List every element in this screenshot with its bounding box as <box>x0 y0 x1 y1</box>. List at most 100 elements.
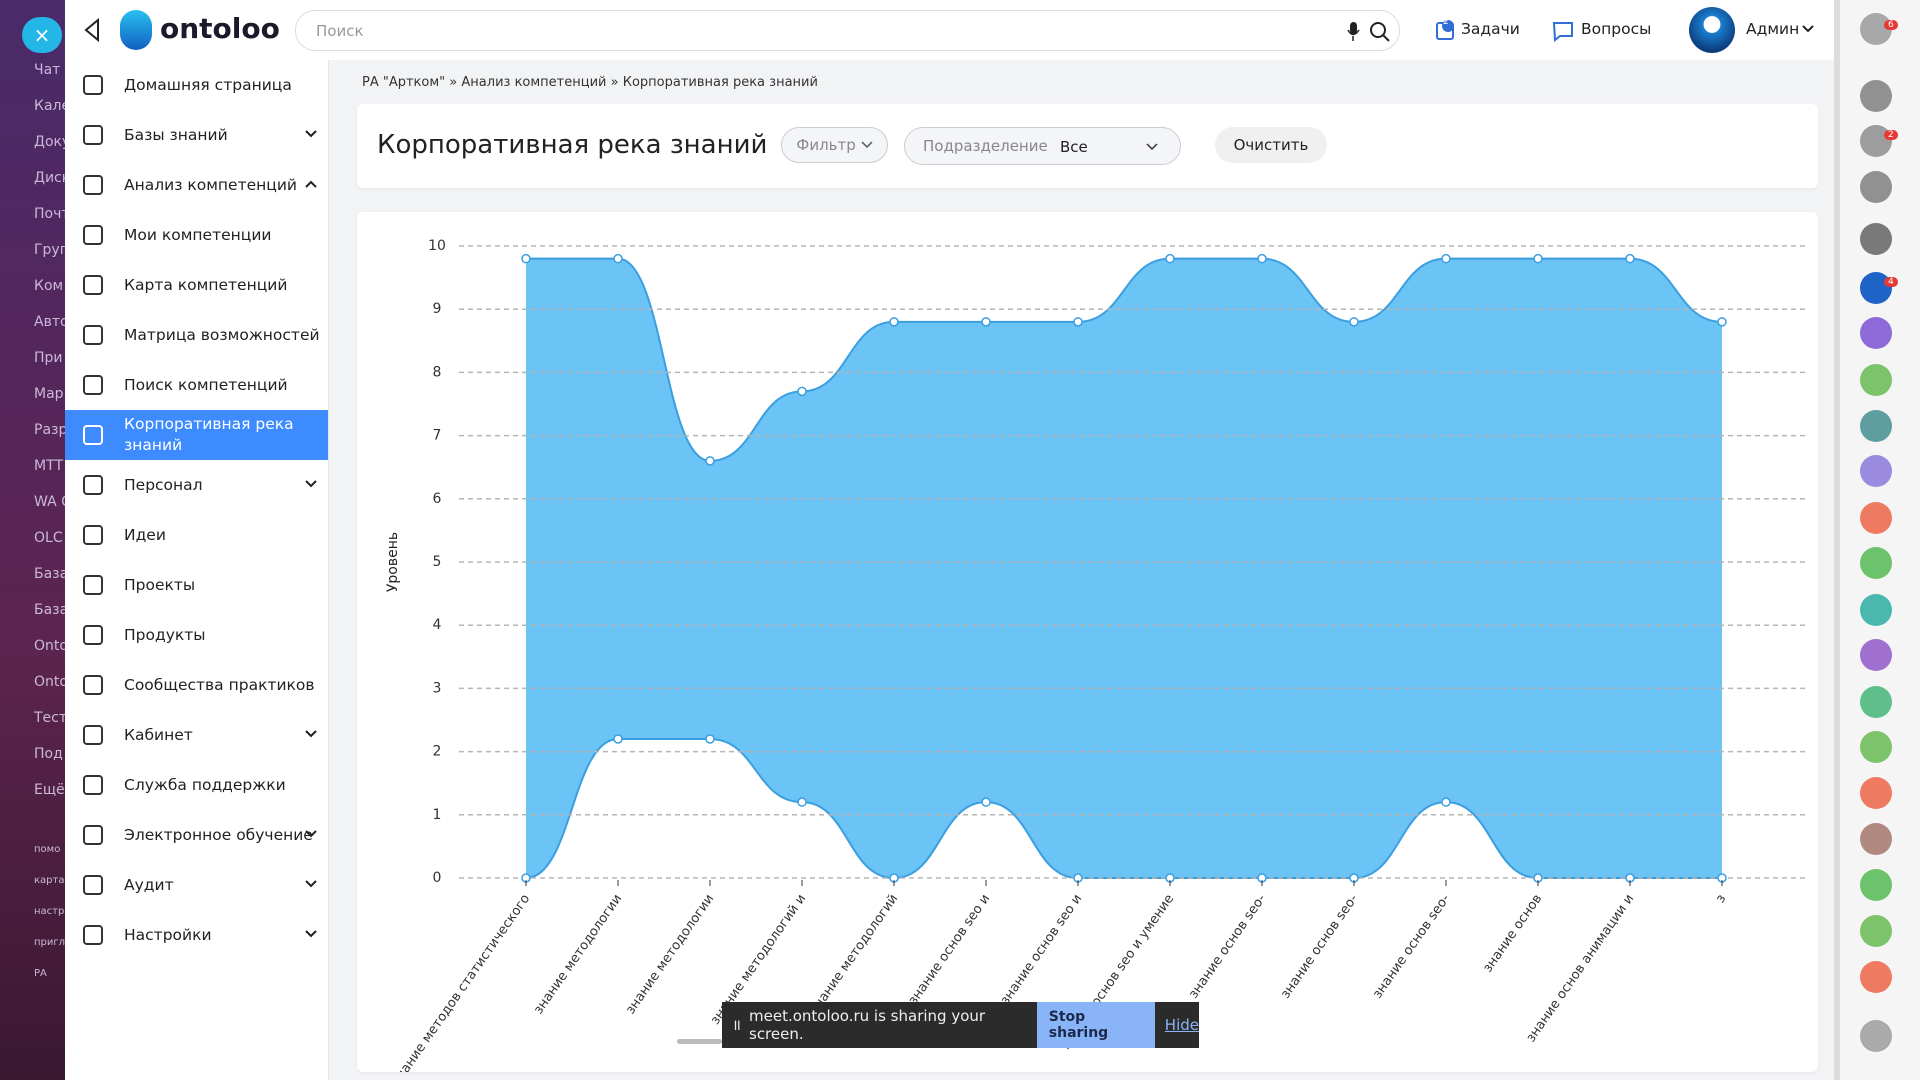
sidebar-item[interactable]: Базы знаний <box>65 110 328 160</box>
sidebar-item[interactable]: Матрица возможностей <box>65 310 328 360</box>
strip-item[interactable]: Авто <box>34 314 65 330</box>
strip-item[interactable]: МТТ <box>34 458 64 474</box>
strip-item[interactable]: База <box>34 602 65 618</box>
strip-item[interactable]: карта <box>34 875 65 886</box>
rail-icon[interactable] <box>1860 547 1892 580</box>
strip-item[interactable]: Ком <box>34 278 64 294</box>
strip-item[interactable]: Диск <box>34 170 65 186</box>
rail-icon[interactable] <box>1860 455 1892 488</box>
user-name[interactable]: Админ <box>1746 20 1800 38</box>
sidebar-item[interactable]: Сообщества практиков <box>65 660 328 710</box>
breadcrumb[interactable]: РА "Артком" <box>362 75 446 90</box>
strip-item[interactable]: помо <box>34 844 61 855</box>
sidebar-item[interactable]: Домашняя страница <box>65 60 328 110</box>
rail-icon[interactable] <box>1860 222 1892 255</box>
strip-item[interactable]: WA C <box>34 494 65 510</box>
search-box[interactable]: Поиск <box>295 10 1400 51</box>
rail-icon[interactable] <box>1860 79 1892 112</box>
rail-icon[interactable] <box>1860 317 1892 350</box>
sidebar-item[interactable]: Мои компетенции <box>65 210 328 260</box>
strip-item[interactable]: Тест <box>34 710 65 726</box>
strip-item[interactable]: Груп <box>34 242 65 258</box>
sidebar-item[interactable]: Карта компетенций <box>65 260 328 310</box>
x-tick-label: знание методов статистического <box>389 892 533 1072</box>
data-point <box>1073 317 1083 327</box>
sidebar-label: Поиск компетенций <box>124 376 288 394</box>
avatar[interactable] <box>1689 7 1735 53</box>
strip-item[interactable]: Мар <box>34 386 64 402</box>
chevron-path <box>305 930 317 938</box>
strip-item[interactable]: При <box>34 350 63 366</box>
data-point <box>1533 253 1543 264</box>
sidebar-label: Домашняя страница <box>124 76 292 94</box>
strip-item[interactable]: РА <box>34 968 47 979</box>
breadcrumb-separator: » <box>449 75 458 90</box>
strip-item[interactable]: пригл <box>34 937 65 948</box>
sidebar-item[interactable]: Электронное обучение <box>65 810 328 860</box>
filter-button[interactable]: Фильтр <box>781 127 888 163</box>
strip-item[interactable]: Onto <box>34 638 65 654</box>
questions-link[interactable]: Вопросы <box>1581 20 1652 38</box>
logo-mark <box>120 10 152 50</box>
rail-icon[interactable] <box>1860 822 1892 855</box>
stop-sharing-button[interactable]: Stop sharing <box>1036 1002 1155 1048</box>
strip-item[interactable]: Кале <box>34 98 65 114</box>
data-point <box>981 797 991 807</box>
sidebar-icon <box>83 575 103 595</box>
data-point <box>889 317 899 327</box>
rail-icon[interactable] <box>1860 961 1892 994</box>
rail-icon[interactable] <box>1860 869 1892 902</box>
sidebar-item[interactable]: Проекты <box>65 560 328 610</box>
rail-icon[interactable] <box>1860 639 1892 672</box>
strip-item[interactable]: Почт <box>34 206 65 222</box>
rail-icon[interactable] <box>1860 730 1892 763</box>
rail-icon[interactable] <box>1860 501 1892 534</box>
rail-icon[interactable] <box>1860 685 1892 718</box>
sidebar-item[interactable]: Служба поддержки <box>65 760 328 810</box>
clear-button[interactable]: Очистить <box>1215 127 1327 163</box>
strip-item[interactable]: Доку <box>34 134 65 150</box>
sidebar-icon <box>83 125 103 145</box>
y-tick-label: 3 <box>433 680 442 696</box>
rail-icon[interactable] <box>1860 171 1892 204</box>
tasks-link[interactable]: Задачи <box>1461 20 1520 38</box>
sidebar-item[interactable]: Анализ компетенций <box>65 160 328 210</box>
collapse-icon[interactable] <box>82 18 102 42</box>
sidebar-icon <box>83 325 103 345</box>
data-point <box>797 797 807 807</box>
rail-icon[interactable] <box>1860 914 1892 947</box>
sidebar-item[interactable]: Кабинет <box>65 710 328 760</box>
data-point <box>613 734 623 744</box>
sidebar-item[interactable]: Поиск компетенций <box>65 360 328 410</box>
tasks-badge: 2 <box>1443 17 1449 27</box>
tasks-icon <box>1436 20 1454 40</box>
sidebar-item[interactable]: Идеи <box>65 510 328 560</box>
hide-link[interactable]: Hide <box>1164 1016 1199 1034</box>
sidebar-item[interactable]: Продукты <box>65 610 328 660</box>
sidebar-icon <box>83 925 103 945</box>
strip-item[interactable]: настр <box>34 906 65 917</box>
rail-icon[interactable] <box>1860 363 1892 396</box>
breadcrumb[interactable]: Анализ компетенций <box>461 75 607 90</box>
strip-item[interactable]: Onto <box>34 674 65 690</box>
y-axis-label: Уровень <box>385 532 401 592</box>
rail-icon[interactable] <box>1860 777 1892 810</box>
rail-icon[interactable] <box>1860 410 1892 443</box>
sidebar-item[interactable]: Персонал <box>65 460 328 510</box>
rail-icon[interactable] <box>1860 1019 1892 1052</box>
rail-icon[interactable] <box>1860 593 1892 626</box>
sidebar-item[interactable]: Корпоративная река знаний <box>65 410 328 460</box>
subdivision-select[interactable]: Подразделение Все <box>904 127 1181 165</box>
data-point <box>521 253 531 264</box>
strip-item[interactable]: OLC <box>34 530 63 546</box>
scrollbar[interactable] <box>677 1039 722 1044</box>
strip-item[interactable]: Разр <box>34 422 65 438</box>
breadcrumb-separator: » <box>610 75 619 90</box>
strip-item[interactable]: Под <box>34 746 63 762</box>
sidebar-item[interactable]: Аудит <box>65 860 328 910</box>
strip-item[interactable]: Чат <box>34 62 61 78</box>
strip-item[interactable]: Ещё <box>34 782 65 798</box>
close-button[interactable]: × <box>22 17 62 53</box>
sidebar-item[interactable]: Настройки <box>65 910 328 960</box>
strip-item[interactable]: База <box>34 566 65 582</box>
